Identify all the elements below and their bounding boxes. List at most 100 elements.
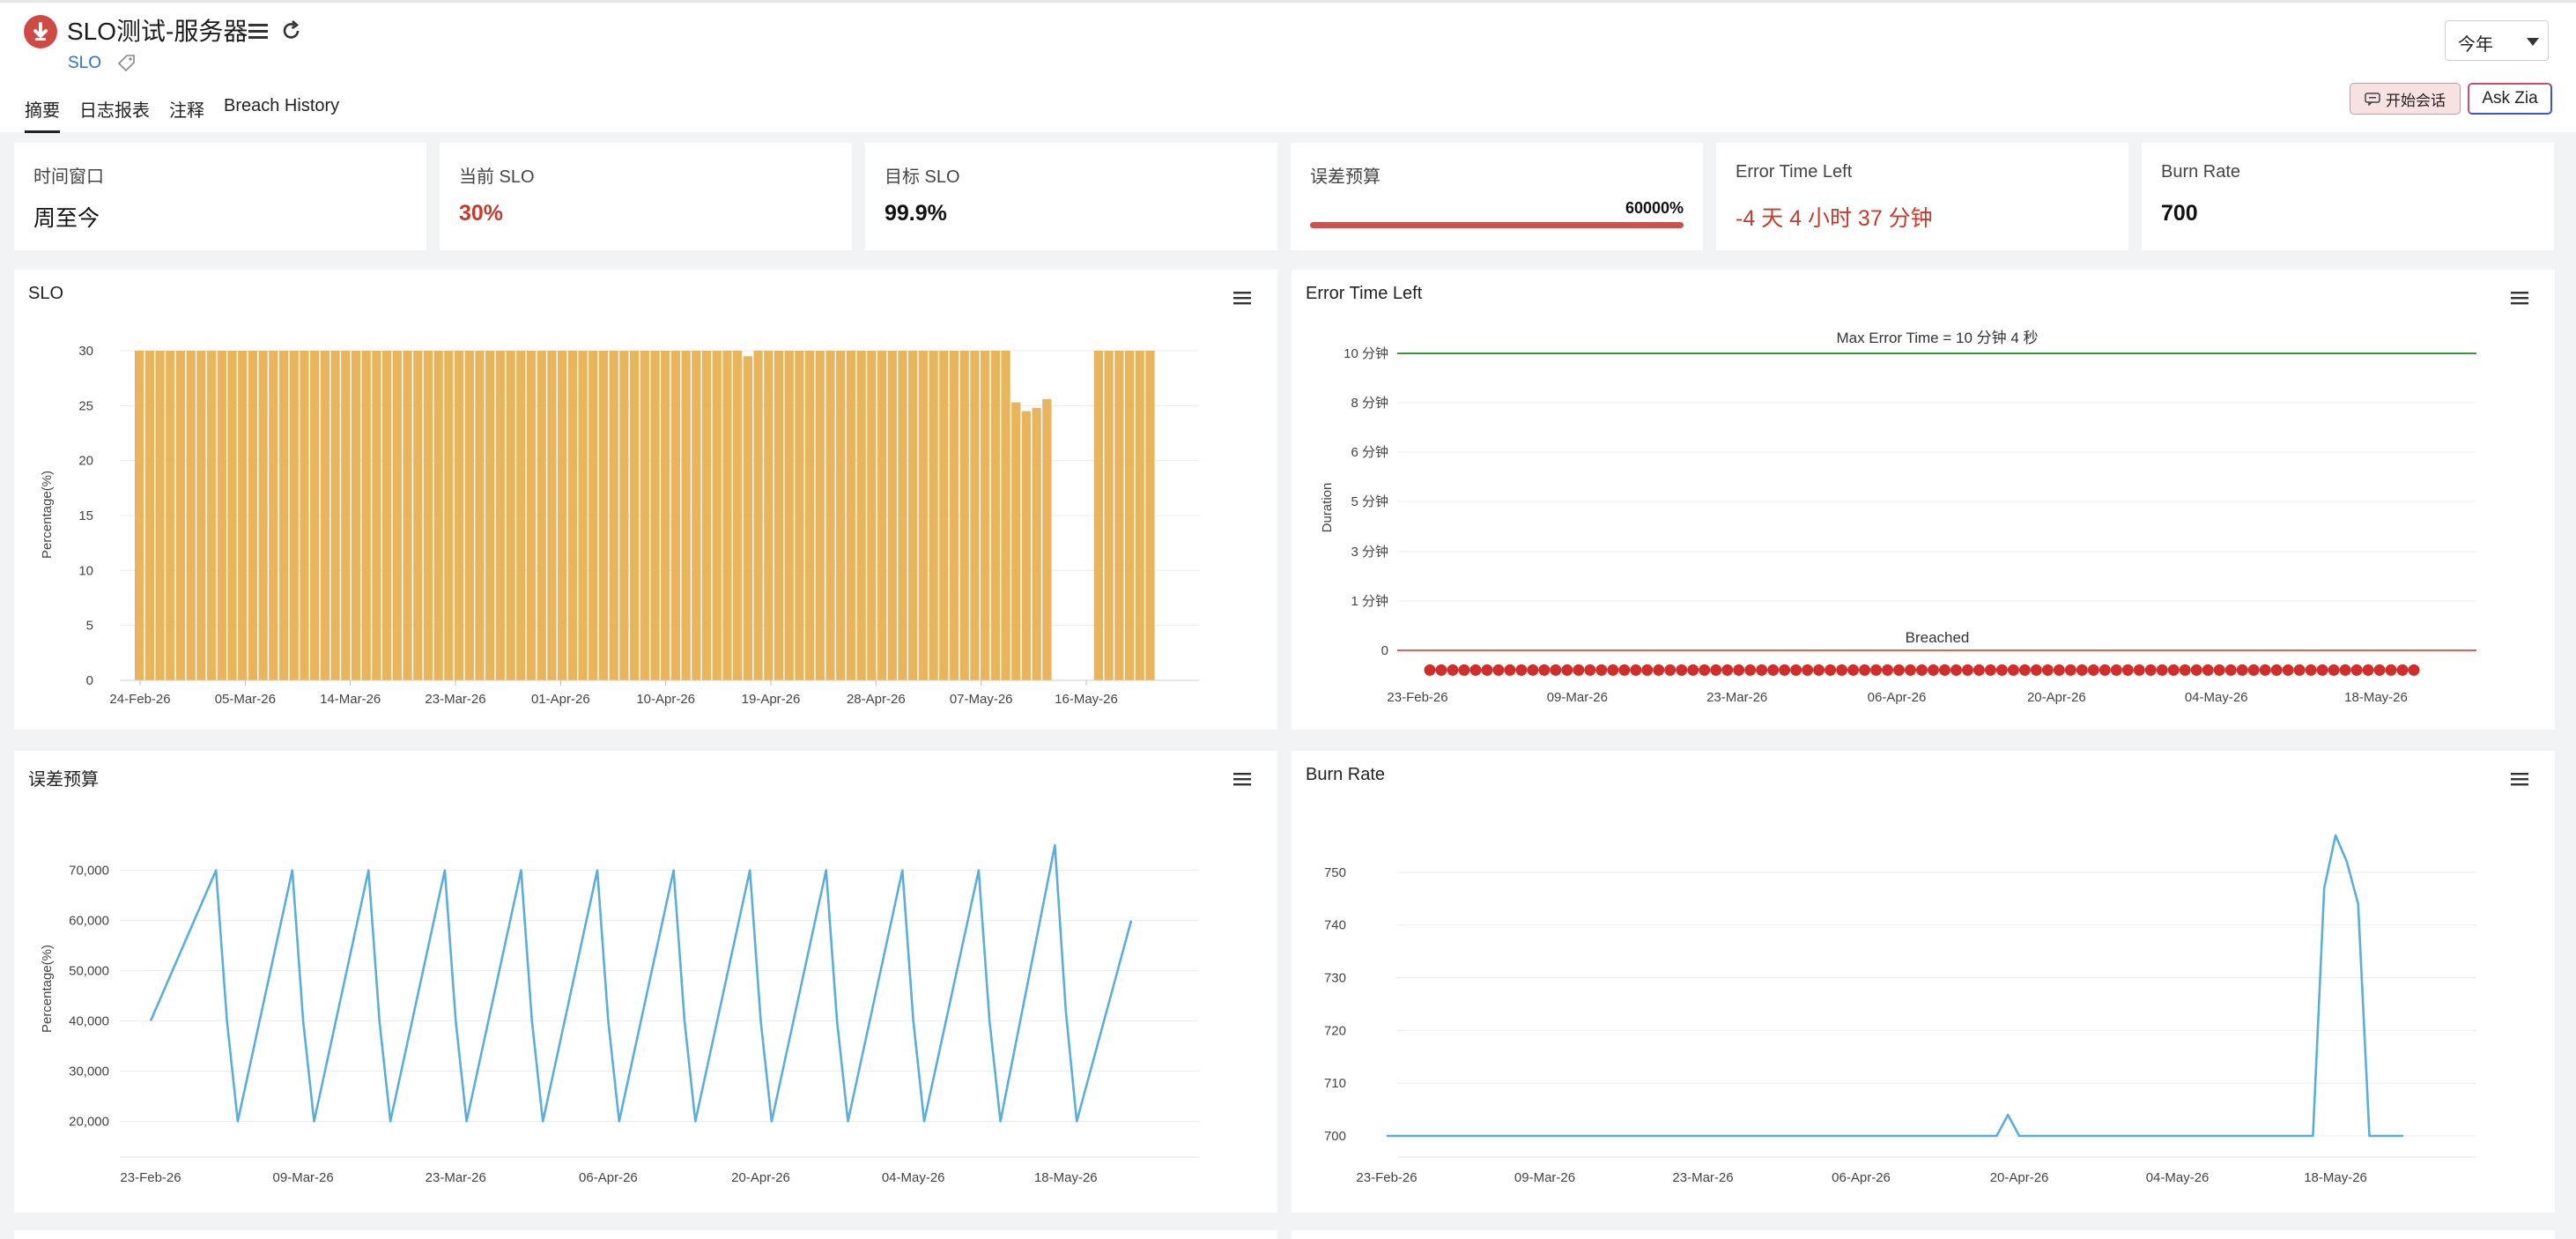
slo-bar <box>248 351 258 680</box>
slo-bar <box>1093 351 1104 680</box>
slo-bar <box>867 351 877 680</box>
breach-point <box>2305 664 2317 676</box>
slo-bar <box>959 351 969 680</box>
panel-title: Burn Rate <box>1306 765 1386 784</box>
panel-title: Error Time Left <box>1306 284 1423 303</box>
breach-point <box>1767 664 1780 676</box>
period-select[interactable]: 今年 <box>2445 20 2549 61</box>
start-chat-label: 开始会话 <box>2386 92 2446 109</box>
slo-bar <box>1042 398 1052 680</box>
tag-icon[interactable] <box>117 54 136 76</box>
slo-bar <box>135 351 144 680</box>
slo-bar <box>269 351 278 680</box>
breach-point <box>2408 664 2420 676</box>
slo-bar <box>278 351 289 680</box>
slo-bar <box>464 351 474 680</box>
burn-rate-chart: 700 710 720 730 740 750 23-Feb-26 09-Mar-26 23-M… <box>1324 834 2476 1185</box>
tab-log-report[interactable]: 日志报表 <box>79 101 150 121</box>
breach-point <box>2385 664 2397 676</box>
breach-point <box>1870 664 1883 676</box>
breach-point <box>1950 664 1962 676</box>
slo-bar <box>846 351 856 680</box>
panel-title: 误差预算 <box>28 770 99 790</box>
x-tick-label: 16-May-26 <box>1055 692 1118 707</box>
breach-point <box>1481 664 1493 676</box>
breach-point <box>1687 664 1699 676</box>
kpi-current-slo: 当前 SLO 30% <box>440 143 852 250</box>
y-tick-label: 730 <box>1324 971 1346 986</box>
breach-point <box>1973 664 1985 676</box>
breach-point <box>1710 664 1722 676</box>
kpi-label: Error Time Left <box>1736 162 1853 182</box>
kpi-time-window: 时间窗口 周至今 <box>14 143 426 250</box>
start-chat-button[interactable]: 开始会话 <box>2350 83 2461 115</box>
y-tick-label: 720 <box>1324 1023 1346 1038</box>
x-tick-label: 23-Mar-26 <box>1706 690 1767 705</box>
x-tick-label: 18-May-26 <box>2304 1170 2367 1185</box>
slo-bar <box>433 351 443 680</box>
slo-bar <box>526 351 537 680</box>
chart-menu-icon[interactable] <box>1233 772 1251 790</box>
breach-point <box>2293 664 2306 676</box>
breach-point <box>1435 664 1447 676</box>
chat-icon <box>2365 93 2380 106</box>
slo-bar <box>537 351 546 680</box>
chart-menu-icon[interactable] <box>2511 291 2528 309</box>
breach-point <box>2179 664 2191 676</box>
monitor-type-link[interactable]: SLO <box>68 54 102 72</box>
kpi-value: 99.9% <box>885 201 947 226</box>
breach-point <box>1984 664 1996 676</box>
kpi-label: 误差预算 <box>1310 167 1381 187</box>
slo-bar <box>970 351 980 680</box>
x-tick-label: 01-Apr-26 <box>531 692 590 707</box>
breach-point <box>2202 664 2214 676</box>
slo-bar <box>1011 402 1021 680</box>
y-tick-label: 700 <box>1324 1129 1346 1144</box>
slo-bar <box>475 351 485 680</box>
slo-bar <box>175 351 186 680</box>
breach-annotation: Breached <box>1906 629 1970 646</box>
slo-bar <box>918 351 929 680</box>
kpi-error-budget: 误差预算 60000% <box>1291 143 1703 250</box>
slo-bar <box>217 351 226 680</box>
tab-summary[interactable]: 摘要 <box>25 96 60 133</box>
breach-point <box>2110 664 2122 676</box>
breach-point <box>1676 664 1688 676</box>
slo-bar <box>578 351 588 680</box>
slo-bar <box>289 351 299 680</box>
y-tick-label: 20,000 <box>69 1115 109 1130</box>
refresh-icon[interactable] <box>282 20 301 46</box>
y-tick-label: 1 分钟 <box>1351 594 1388 609</box>
breach-point <box>1447 664 1459 676</box>
breach-point <box>1744 664 1757 676</box>
hamburger-menu-icon[interactable] <box>248 22 268 44</box>
slo-bar <box>144 351 155 680</box>
breach-point <box>2373 664 2386 676</box>
y-tick-label: 15 <box>78 508 93 523</box>
slo-bar <box>392 351 402 680</box>
breach-point <box>1527 664 1539 676</box>
y-tick-label: 40,000 <box>69 1014 109 1029</box>
next-panel-edge <box>1292 1230 2555 1239</box>
kpi-error-time-left: Error Time Left -4 天 4 小时 37 分钟 <box>1716 143 2128 250</box>
x-tick-label: 18-May-26 <box>1034 1170 1098 1185</box>
slo-bar <box>629 351 640 680</box>
max-error-annotation: Max Error Time = 10 分钟 4 秒 <box>1836 330 2038 346</box>
y-tick-label: 5 <box>86 619 93 634</box>
breach-point <box>1424 664 1436 676</box>
tab-annotations[interactable]: 注释 <box>169 101 204 121</box>
slo-bar <box>784 351 794 680</box>
breach-point <box>1938 664 1951 676</box>
slo-bar <box>454 351 464 680</box>
budget-progress-bar <box>1310 222 1684 228</box>
y-tick-label: 740 <box>1324 918 1346 933</box>
y-tick-label: 0 <box>1381 643 1388 658</box>
tab-bar: 摘要 日志报表 注释 Breach History <box>25 96 359 133</box>
chart-menu-icon[interactable] <box>1233 291 1251 309</box>
x-tick-label: 23-Feb-26 <box>1356 1170 1417 1185</box>
tab-breach-history[interactable]: Breach History <box>224 96 340 115</box>
ask-zia-button[interactable]: Ask Zia <box>2468 83 2552 115</box>
chart-menu-icon[interactable] <box>2511 772 2528 790</box>
breach-point <box>2213 664 2225 676</box>
status-down-icon <box>24 15 57 48</box>
